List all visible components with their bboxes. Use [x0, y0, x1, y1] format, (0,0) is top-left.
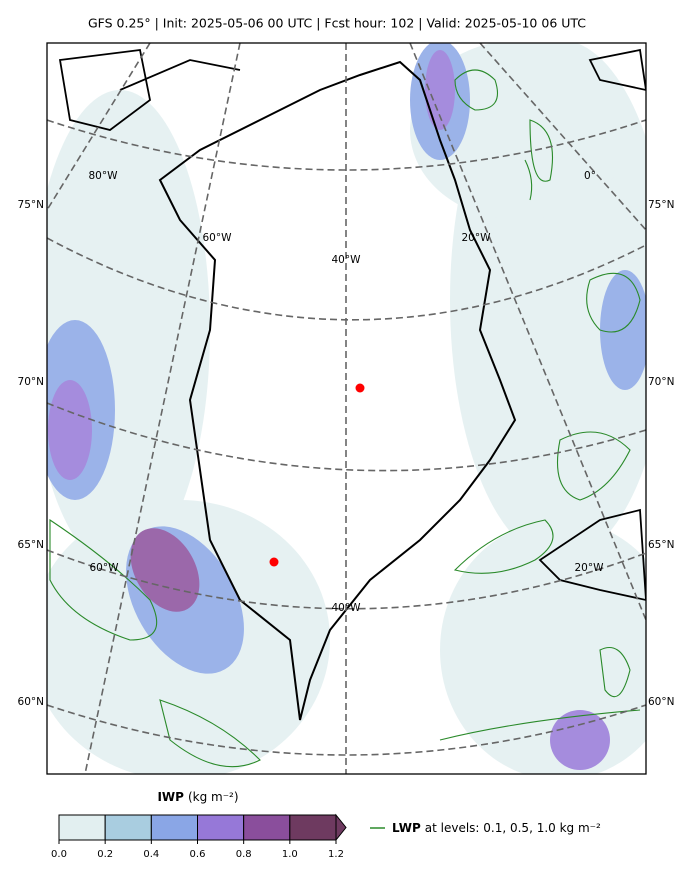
lat-label: 65°N	[648, 539, 674, 551]
legend-text: LWP at levels: 0.1, 0.5, 1.0 kg m⁻²	[392, 821, 601, 835]
lon-label: 20°W	[575, 562, 605, 574]
map-frame	[46, 42, 647, 775]
legend-name: LWP	[392, 821, 421, 835]
colorbar-segment	[243, 814, 291, 841]
station-marker	[269, 557, 279, 567]
labels: 75°N 70°N 65°N 60°N 75°N 70°N 65°N 60°N 80°W 60°W…	[18, 170, 675, 708]
greenland-coast	[158, 60, 517, 721]
colorbar: 0.0 0.2 0.4 0.6 0.8 1.0 1.2 IWP (kg m⁻²) LWP at le…	[51, 790, 601, 861]
colorbar-tick-label: 0.0	[51, 849, 67, 860]
colorbar-segment	[58, 814, 106, 841]
colorbar-segment	[197, 814, 245, 841]
lat-label: 75°N	[648, 199, 674, 211]
title: GFS 0.25° | Init: 2025-05-06 00 UTC | Fc…	[88, 16, 586, 31]
colorbar-tick-label: 0.6	[190, 849, 206, 860]
colorbar-segment	[289, 814, 337, 841]
lon-label: 60°W	[90, 562, 120, 574]
lon-label: 40°W	[332, 254, 362, 266]
iwp-field	[47, 43, 646, 774]
lat-label: 75°N	[18, 199, 44, 211]
lon-label: 0°	[584, 170, 596, 182]
lon-label: 80°W	[89, 170, 119, 182]
lon-label: 60°W	[203, 232, 233, 244]
coastline	[58, 49, 241, 131]
lat-label: 60°N	[18, 696, 44, 708]
colorbar-tick-label: 0.8	[236, 849, 252, 860]
colorbar-tick-label: 1.0	[282, 849, 298, 860]
lat-label: 70°N	[648, 376, 674, 388]
colorbar-tick-label: 0.4	[143, 849, 159, 860]
colorbar-label-name: IWP	[157, 790, 184, 804]
colorbar-tick-label: 0.2	[97, 849, 113, 860]
lat-label: 60°N	[648, 696, 674, 708]
lat-label: 65°N	[18, 539, 44, 551]
lon-label: 40°W	[332, 602, 362, 614]
station-marker	[355, 383, 365, 393]
colorbar-extend	[335, 813, 347, 842]
lon-label: 20°W	[462, 232, 492, 244]
colorbar-label-unit: (kg m⁻²)	[188, 790, 239, 804]
lat-label: 70°N	[18, 376, 44, 388]
lwp-contours	[49, 69, 641, 768]
graticule	[47, 43, 646, 774]
colorbar-segment	[150, 814, 198, 841]
colorbar-label: IWP (kg m⁻²)	[157, 790, 238, 804]
map-area	[47, 43, 646, 774]
legend-desc: at levels: 0.1, 0.5, 1.0 kg m⁻²	[425, 821, 601, 835]
colorbar-segment	[104, 814, 152, 841]
colorbar-tick-label: 1.2	[328, 849, 344, 860]
